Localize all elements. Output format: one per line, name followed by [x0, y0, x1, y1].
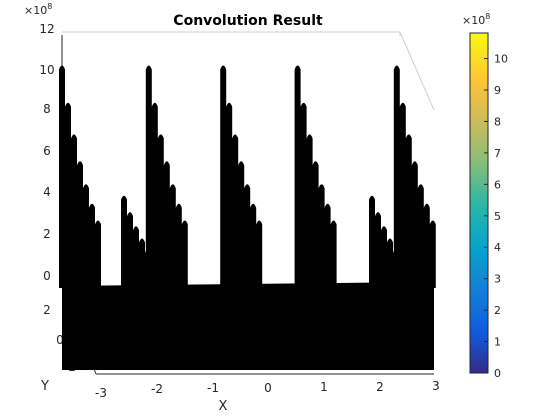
z-tick-label: 12 [39, 22, 54, 36]
chart-title: Convolution Result [173, 13, 323, 29]
x-tick-label: 0 [264, 381, 272, 395]
surface-peak [393, 65, 436, 288]
surface-base [62, 282, 434, 370]
x-axis-label: X [219, 399, 228, 414]
colorbar-tick-label: 3 [494, 273, 501, 286]
z-tick-label: 10 [39, 63, 54, 77]
colorbar-tick-label: 4 [494, 241, 501, 254]
y-tick-label: 0 [56, 333, 64, 347]
axes-frame [62, 31, 435, 111]
colorbar-tick-label: 6 [494, 178, 501, 191]
colorbar-tick-label: 2 [494, 304, 501, 317]
x-tick-label: 2 [376, 380, 384, 394]
surface-peak [294, 65, 337, 288]
surface-front-edge [62, 278, 96, 370]
colorbar-tick-label: 10 [494, 53, 508, 66]
z-tick-label: 8 [43, 102, 51, 116]
surface-plot [59, 65, 436, 370]
colorbar-tick-label: 0 [494, 367, 501, 380]
colorbar-tick-label: 5 [494, 210, 501, 223]
colorbar-tick-label: 8 [494, 115, 501, 128]
x-tick-label: 1 [320, 380, 328, 394]
colorbar-tick-label: 1 [494, 336, 501, 349]
colorbar-tick-label: 9 [494, 84, 501, 97]
surface-peak [59, 65, 101, 288]
colorbar-tick-label: 7 [494, 147, 501, 160]
x-tick-label: -1 [207, 381, 219, 395]
z-tick-label: 0 [43, 269, 51, 283]
z-tick-labels: 0 2 4 6 8 10 12 [39, 22, 54, 283]
y-axis-label: Y [40, 379, 49, 394]
x-tick-label: -2 [151, 382, 163, 396]
y-tick-label: 2 [43, 303, 51, 317]
right-depth-edge [399, 31, 435, 111]
x-tick-label: -3 [95, 386, 107, 400]
x-tick-label: 3 [432, 379, 440, 393]
surface-peak [145, 65, 188, 288]
z-tick-label: 4 [43, 185, 51, 199]
z-exponent-label: ×108 [24, 2, 52, 17]
surface-peak [220, 65, 263, 288]
z-tick-label: 2 [43, 227, 51, 241]
colorbar-exponent-label: ×108 [462, 12, 490, 27]
x-tick-labels: -3 -2 -1 0 1 2 3 [95, 379, 440, 400]
z-tick-label: 6 [43, 144, 51, 158]
colorbar [469, 32, 489, 374]
colorbar-tick-labels: 0 1 2 3 4 5 6 7 8 9 10 [484, 53, 508, 380]
